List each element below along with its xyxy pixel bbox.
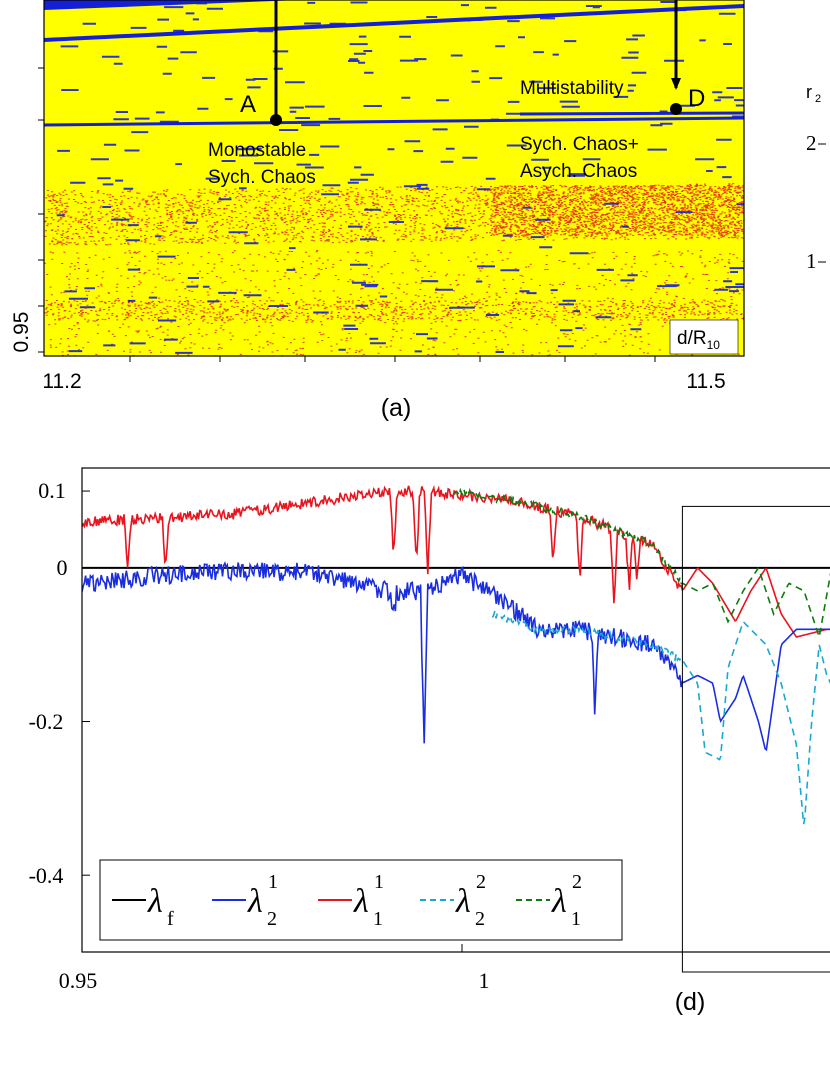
series-lambda_2_2 [491, 610, 830, 825]
fragment-r-sub: 2 [815, 93, 821, 105]
legend-sup: 1 [374, 871, 384, 893]
legend-sub: 2 [475, 908, 485, 930]
periodic-bands [44, 0, 744, 127]
multistability-label: Multistability [520, 78, 624, 99]
y-tick-label-neg0.4: -0.4 [29, 863, 64, 888]
inset-region-box [681, 505, 830, 973]
legend-symbol: λ [247, 883, 263, 920]
legend-sub: 2 [267, 908, 277, 930]
periodic-band-a [44, 116, 744, 127]
legend-item-4: λ2 1 [516, 871, 582, 930]
fragment-tick-1: 1 [806, 249, 817, 273]
y-tick-label-0.1: 0.1 [38, 478, 66, 503]
sych-chaos-label: Sych. Chaos [208, 167, 316, 188]
series-lambda_2_1 [82, 561, 830, 752]
panel-d-frame [81, 467, 830, 953]
panel-a-frame [43, 0, 745, 357]
corner-label-box [669, 319, 739, 355]
lyapunov-series [82, 484, 830, 825]
fragment-tick-2: 2 [806, 131, 817, 155]
legend-sup: 2 [572, 871, 582, 893]
legend-symbol: λ [455, 883, 471, 920]
legend-symbol: λ [147, 883, 163, 920]
point-a-label: A [240, 91, 256, 118]
panel-a-label: (a) [381, 394, 412, 422]
panel-a: 11.2 11.5 0.95 (a) d/R10 A D Monostable … [10, 0, 745, 422]
x-tick-label-1: 1 [479, 968, 490, 993]
legend-item-2: λ1 1 [318, 871, 384, 930]
diagonal-periodic-band [44, 4, 744, 42]
x-tick-label-11.5: 11.5 [686, 370, 725, 393]
legend-sub: f [167, 908, 174, 930]
panel-a-x-ticks [129, 356, 656, 362]
bifurcation-map-texture [44, 1, 744, 356]
legend-sub: 1 [373, 908, 383, 930]
legend-sub: 1 [571, 908, 581, 930]
point-d-dot [670, 103, 682, 115]
legend-sup: 2 [476, 871, 486, 893]
legend-symbol: λ [353, 883, 369, 920]
y-tick-label-0: 0 [57, 555, 68, 580]
fragment-r-label: r [806, 82, 812, 102]
adjacent-panel-fragment: r 2 2 1 [806, 82, 826, 273]
monostable-label: Monostable [208, 140, 306, 161]
bifurcation-map-background [44, 0, 744, 356]
y-tick-label-0.95: 0.95 [10, 312, 33, 353]
point-a-dot [270, 114, 282, 126]
chaos-dots [44, 183, 744, 356]
panel-d-label: (d) [675, 988, 706, 1016]
panel-d: 0.1 0 -0.2 -0.4 0.95 1 (d) λ f λ12 λ11 λ22 λ2… [29, 467, 830, 1016]
legend: λ f λ12 λ11 λ22 λ21 [99, 859, 623, 941]
top-periodic-band [44, 0, 300, 10]
panel-a-y-ticks [38, 67, 44, 353]
series-lambda_1_1 [82, 484, 830, 638]
point-d-label: D [688, 85, 705, 112]
legend-box [99, 859, 623, 941]
legend-sup: 1 [268, 871, 278, 893]
legend-item-1: λ1 2 [212, 871, 278, 930]
x-tick-label-0.95: 0.95 [59, 968, 98, 993]
series-lambda_1_2 [453, 486, 830, 638]
asych-chaos-label: Asych. Chaos [520, 161, 637, 182]
legend-symbol: λ [551, 883, 567, 920]
x-tick-label-11.2: 11.2 [42, 370, 81, 393]
corner-label: d/R10 [677, 328, 720, 352]
y-tick-label-neg0.2: -0.2 [29, 709, 64, 734]
periodic-band-d [519, 111, 744, 116]
legend-item-3: λ2 2 [420, 871, 486, 930]
sych-chaos-plus-label: Sych. Chaos+ [520, 134, 639, 155]
